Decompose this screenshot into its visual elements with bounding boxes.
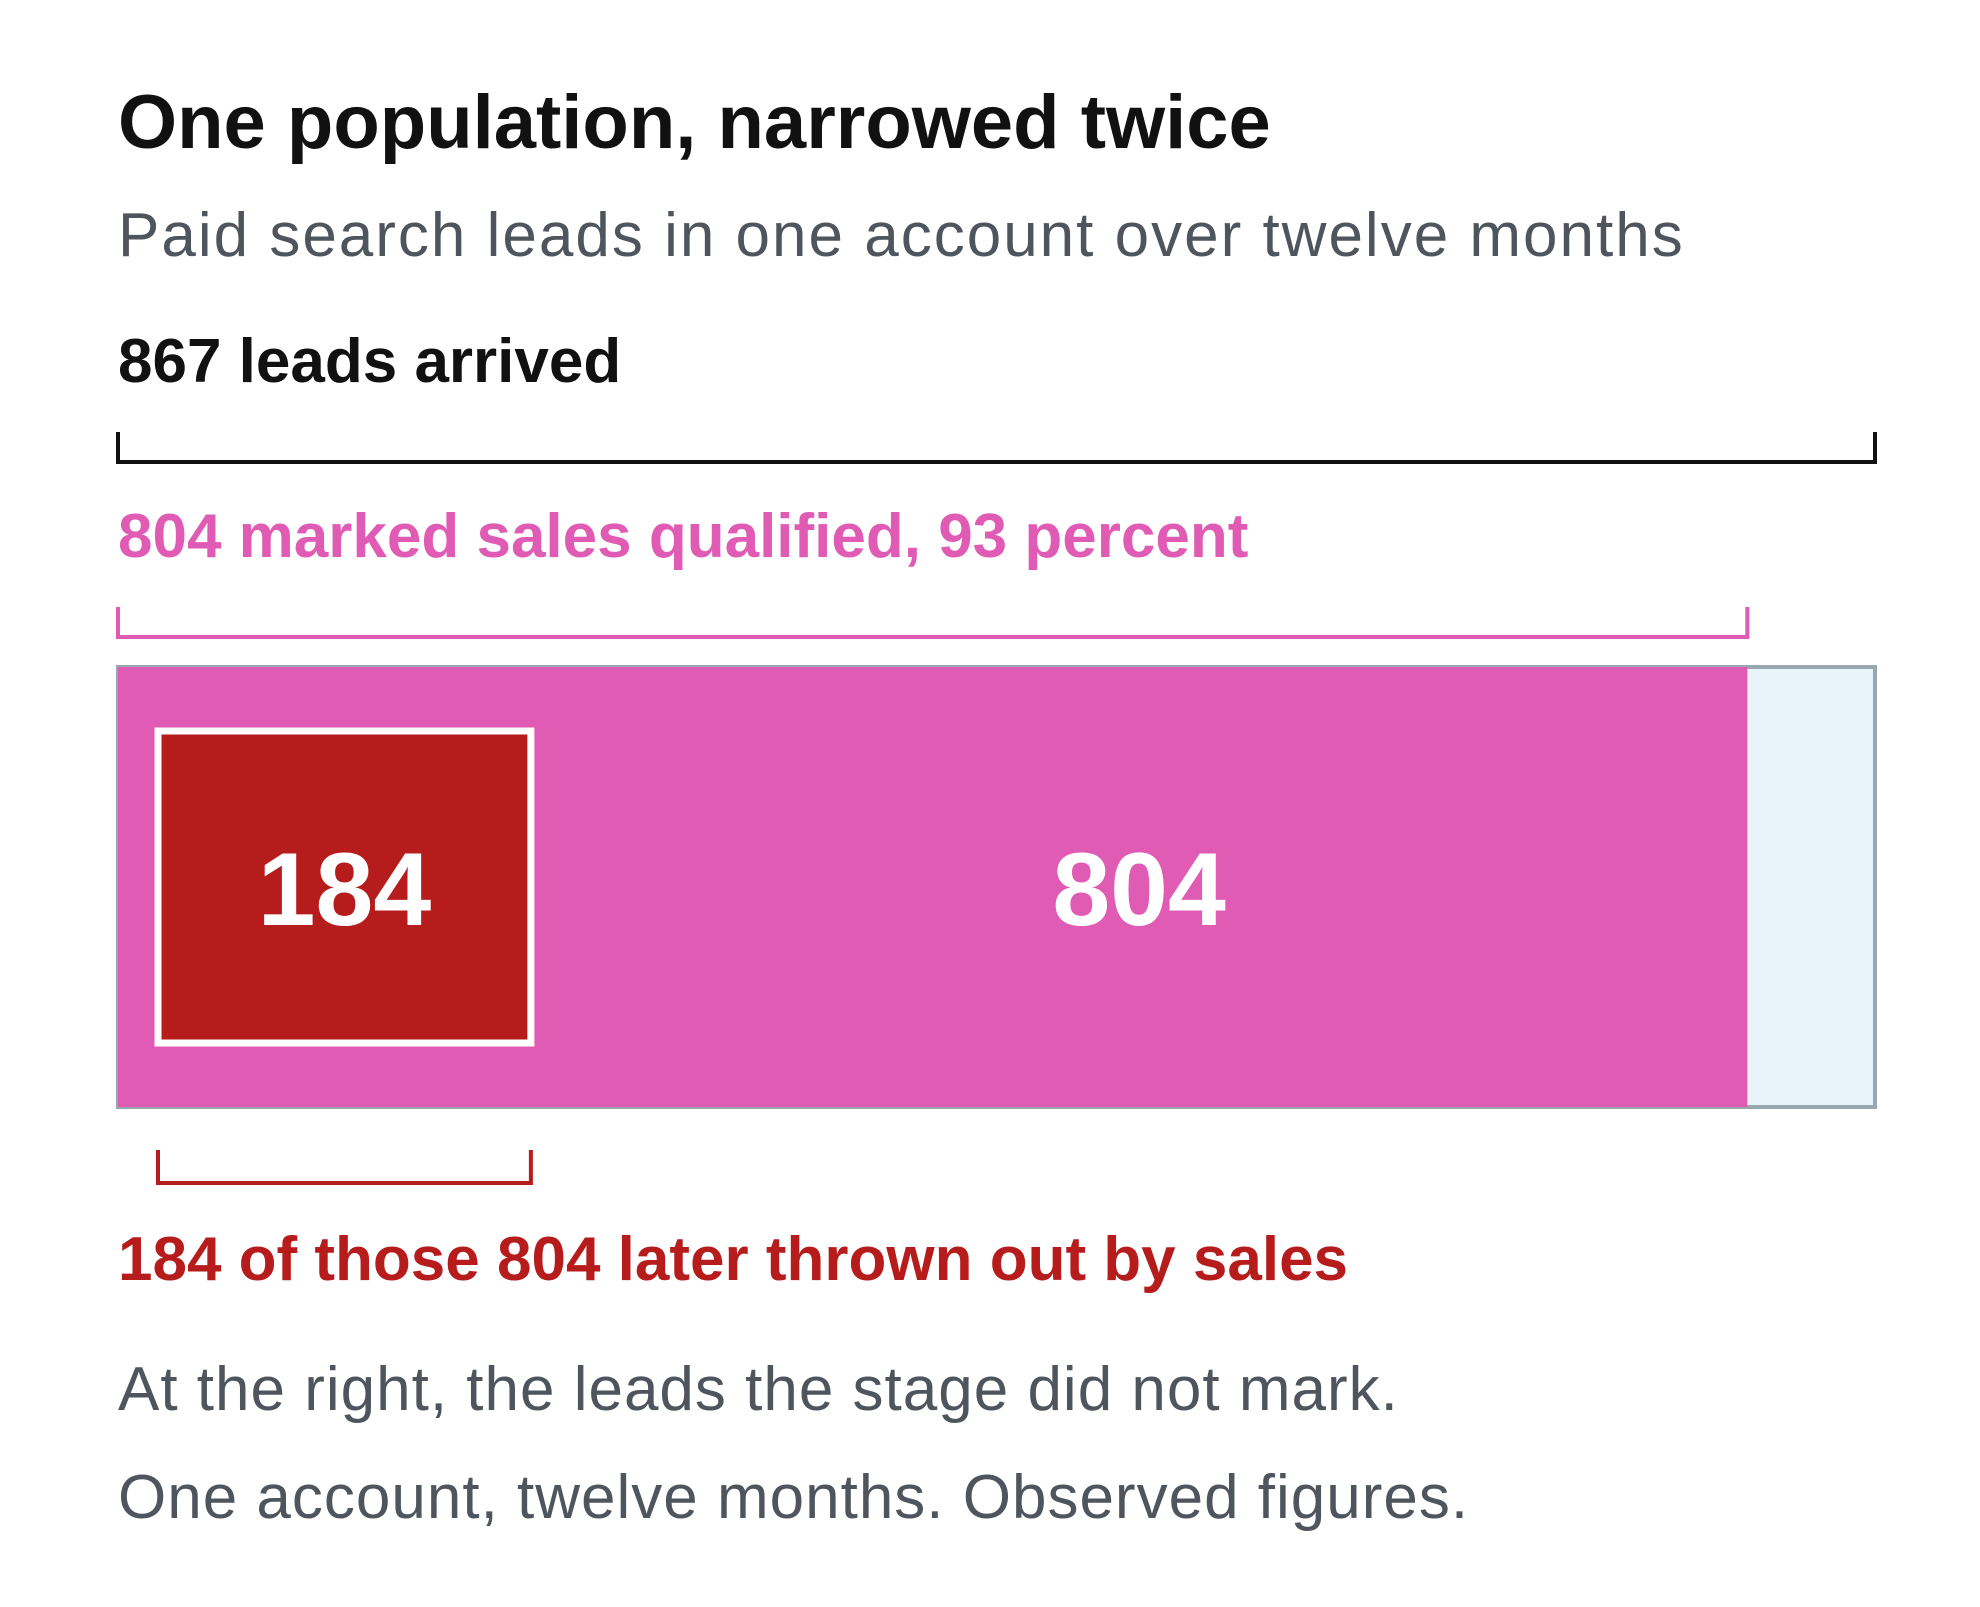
total-label: 867 leads arrived xyxy=(118,327,621,396)
note: One account, twelve months. Observed fig… xyxy=(118,1463,1469,1532)
rejected-label: 184 of those 804 later thrown out by sal… xyxy=(118,1225,1348,1294)
bracket xyxy=(116,432,1877,464)
bar-value-label: 184 xyxy=(258,832,432,948)
rejected-bar xyxy=(154,727,535,1047)
qualified-label: 804 marked sales qualified, 93 percent xyxy=(118,502,1248,571)
chart-title: One population, narrowed twice xyxy=(118,80,1271,165)
bracket xyxy=(116,607,1750,639)
chart-subtitle: Paid search leads in one account over tw… xyxy=(118,201,1685,270)
bracket xyxy=(156,1150,533,1185)
bar-value-label: 804 xyxy=(1052,832,1226,948)
note: At the right, the leads the stage did no… xyxy=(118,1355,1399,1424)
